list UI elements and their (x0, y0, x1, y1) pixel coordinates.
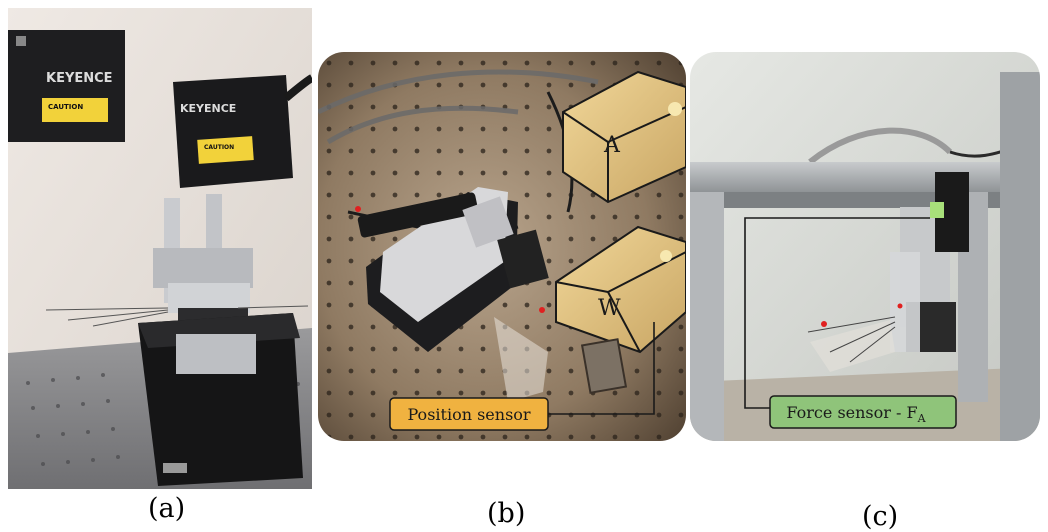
photo-panel-b: A W Position sensor (318, 52, 686, 441)
photo-a-illustration: KEYENCE CAUTION KEYENCE CAUTION (8, 8, 312, 489)
caption-b: (b) (487, 498, 526, 529)
position-sensor-callout: Position sensor (407, 405, 530, 424)
caption-a: (a) (148, 493, 186, 524)
force-sensor-callout-text: Force sensor - F (786, 403, 917, 422)
photo-c-illustration: Force sensor - FA (690, 52, 1040, 441)
position-sensor-callout-box (389, 397, 549, 431)
photo-panel-a: KEYENCE CAUTION KEYENCE CAUTION (8, 8, 312, 489)
caution-label-2: CAUTION (204, 144, 234, 151)
force-sensor-subscript: A (917, 412, 927, 425)
sensor-brand-label: KEYENCE (46, 71, 113, 86)
photo-panel-c: Force sensor - FA (690, 52, 1040, 441)
force-sensor-callout-box (769, 395, 957, 429)
sensor-a-label: A (603, 133, 621, 158)
photo-b-illustration: A W Position sensor (318, 52, 686, 441)
caution-label: CAUTION (48, 103, 83, 111)
caption-c: (c) (862, 501, 899, 532)
sensor-w-label: W (598, 296, 621, 321)
sensor-brand-label-2: KEYENCE (180, 102, 236, 115)
force-sensor-callout: Force sensor - FA (786, 403, 926, 425)
